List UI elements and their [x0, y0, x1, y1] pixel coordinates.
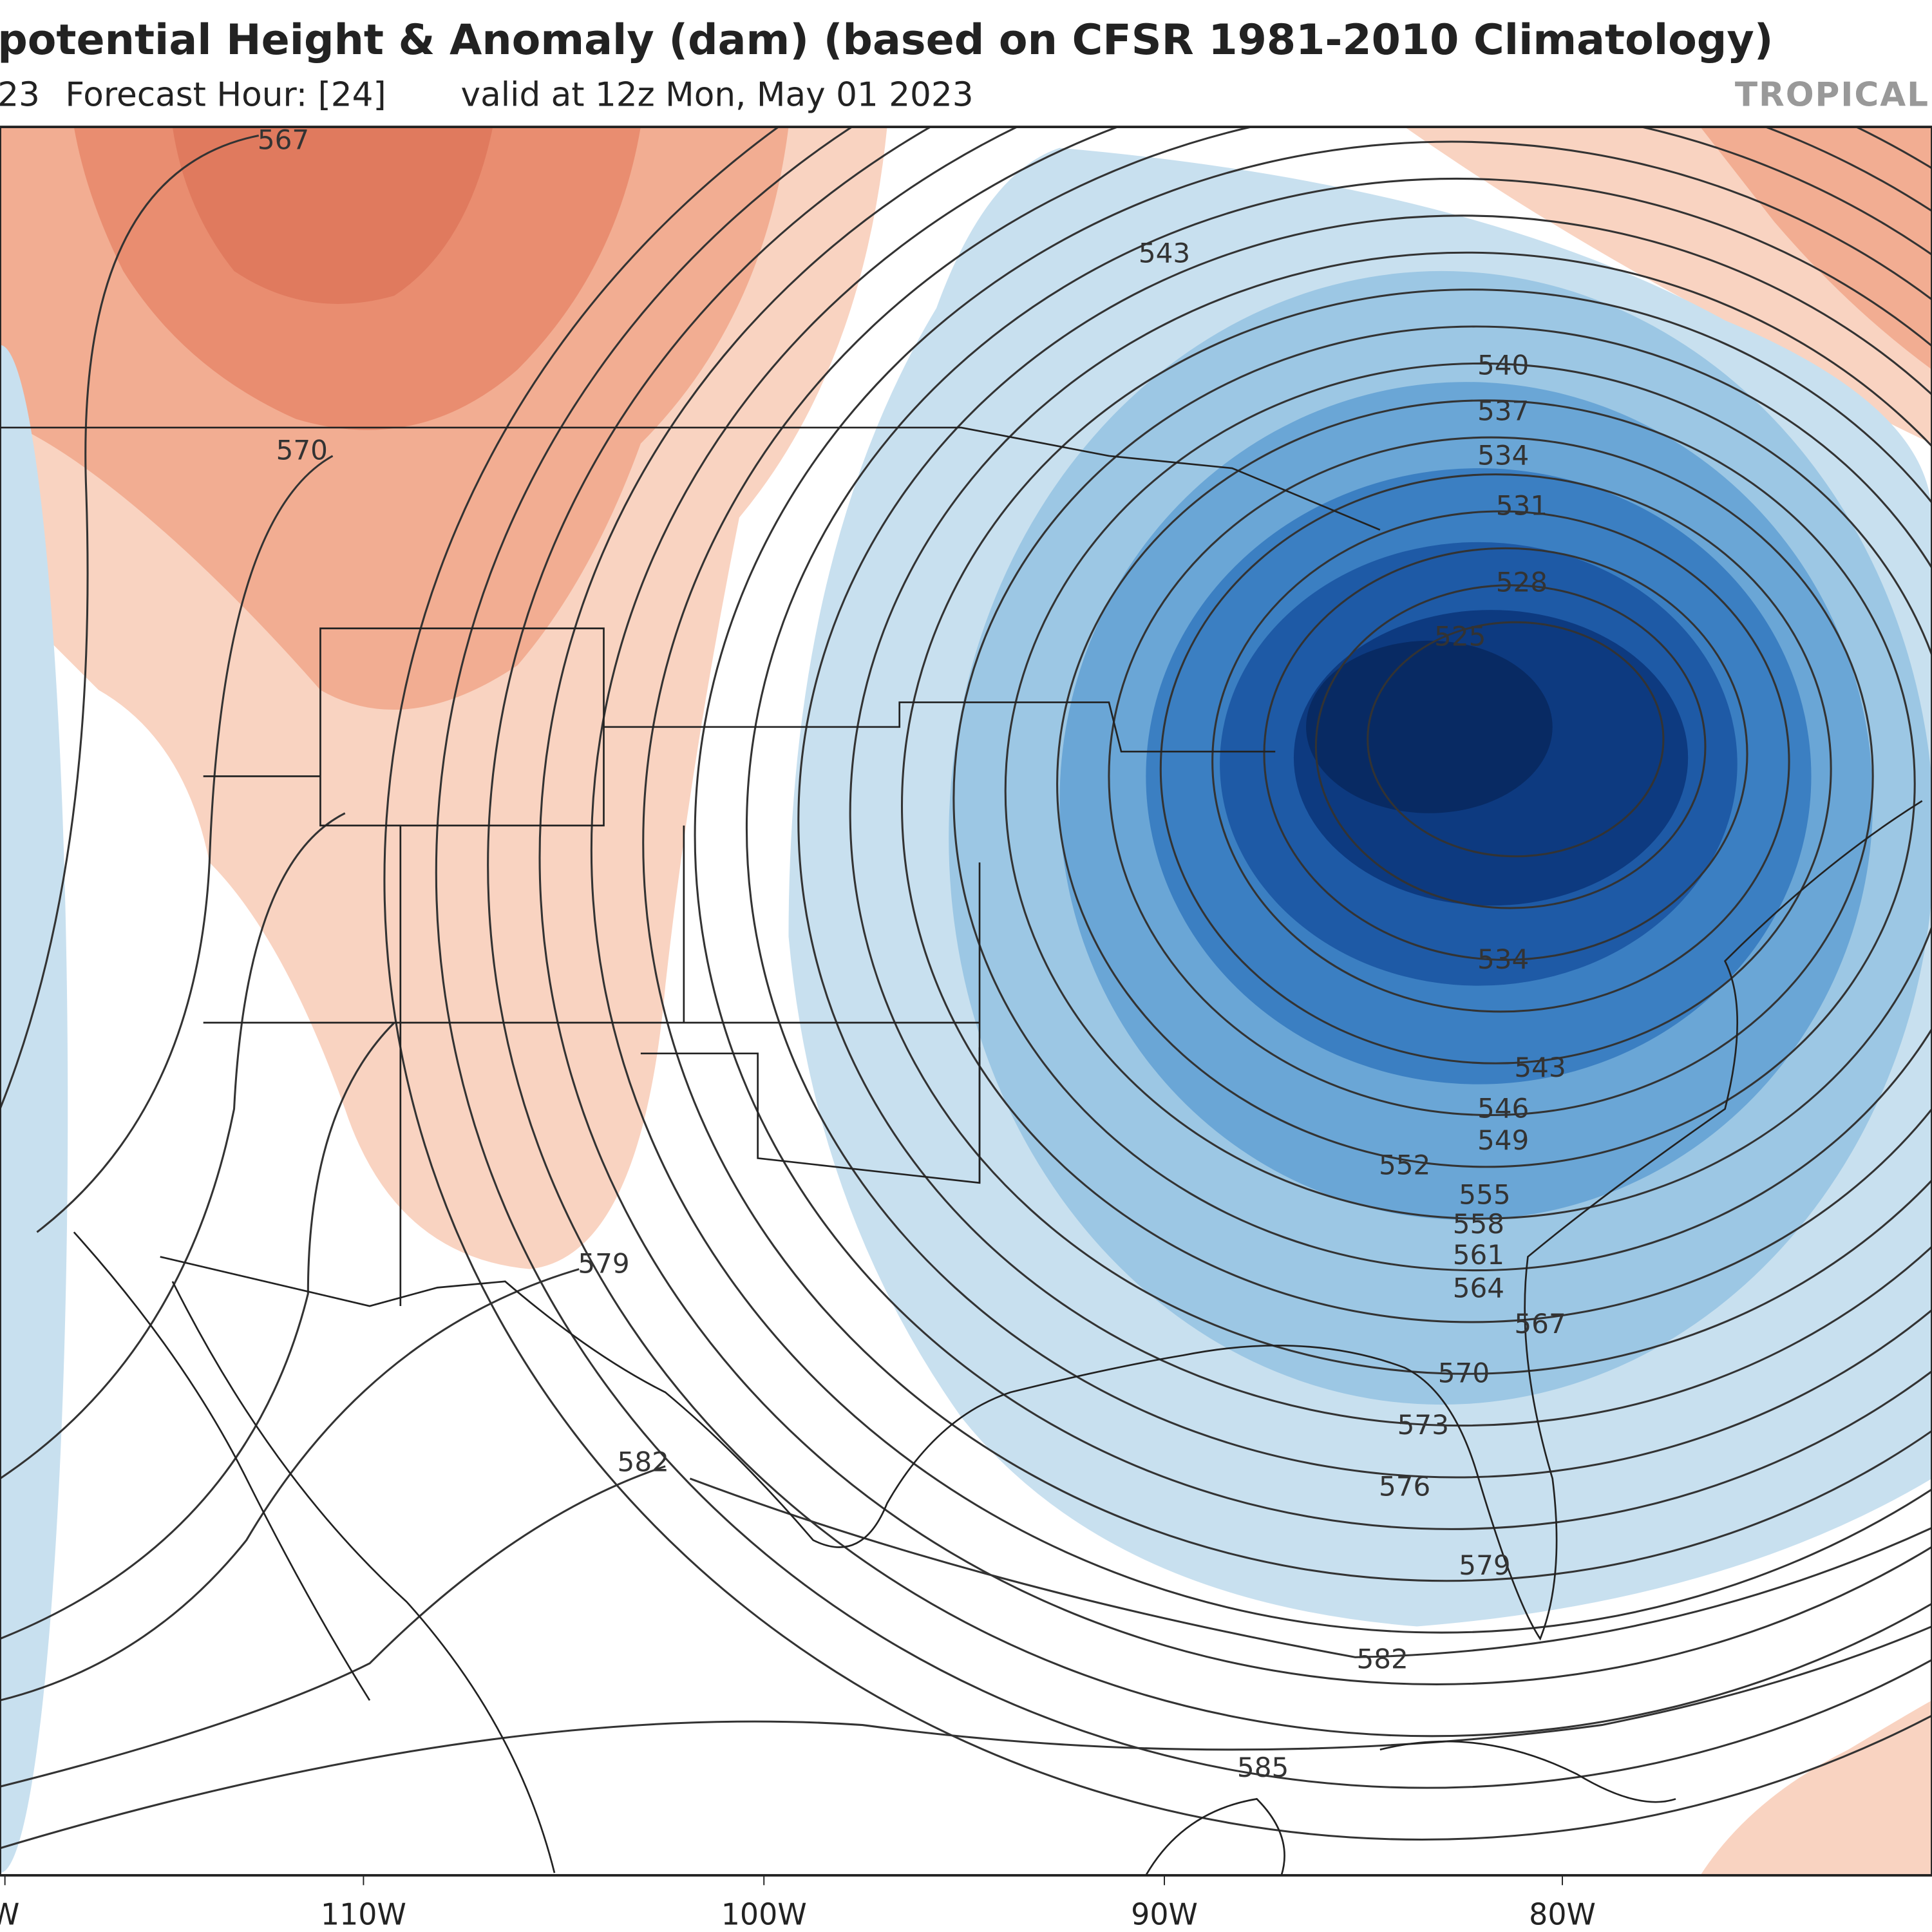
title: potential Height & Anomaly (dam) (based … [0, 16, 1774, 64]
contour-label: 582 [618, 1446, 669, 1477]
contour-label: 540 [1477, 350, 1529, 381]
contour-line [1314, 584, 1707, 909]
contour-label: 534 [1477, 439, 1529, 471]
contour-line [746, 178, 1932, 1479]
negative-anomaly [0, 147, 1932, 1873]
forecast-hour: Forecast Hour: [24] [65, 76, 386, 115]
contour-label: 564 [1453, 1273, 1504, 1304]
longitude-label: 100W [721, 1897, 807, 1932]
contour-label: 570 [276, 435, 328, 466]
contour-line [642, 127, 1932, 1582]
init-time: 23 [0, 76, 40, 115]
height-contours [0, 127, 1932, 1850]
contour-label: 534 [1477, 943, 1529, 975]
contour-label: 585 [1237, 1752, 1289, 1783]
contour-label: 558 [1453, 1208, 1504, 1240]
contour-label: 531 [1496, 490, 1548, 522]
longitude-label: 90W [1131, 1897, 1198, 1932]
longitude-label: 80W [1529, 1897, 1596, 1932]
contour-line [435, 127, 1932, 1789]
contour-line [0, 1021, 395, 1640]
contour-label: 567 [1514, 1308, 1566, 1340]
contour-line [1159, 473, 1832, 1065]
contour-label: 552 [1379, 1149, 1430, 1180]
contour-label: 573 [1397, 1409, 1449, 1441]
contour-label: 549 [1477, 1124, 1529, 1156]
contour-line [901, 289, 1932, 1323]
contour-line [36, 455, 334, 1233]
longitude-labels: W 110W 100W 90W 80W [0, 1875, 1596, 1932]
contour-label: 555 [1459, 1179, 1510, 1210]
contour-line [849, 251, 1932, 1375]
contour-line [0, 134, 260, 1110]
contour-label: 582 [1357, 1643, 1408, 1675]
political-borders [0, 426, 1923, 1875]
contour-label: 561 [1453, 1239, 1504, 1271]
contour-line [0, 812, 346, 1480]
contour-line [0, 1268, 580, 1701]
contour-line [1004, 363, 1932, 1220]
contour-line [694, 140, 1932, 1530]
contour-line [591, 127, 1932, 1634]
contour-label: 537 [1477, 395, 1529, 426]
contour-line [689, 1477, 1932, 1658]
contour-line [1263, 547, 1748, 961]
contour-line [1108, 436, 1874, 1117]
contour-label: 579 [1459, 1549, 1510, 1581]
contour-label: 525 [1434, 621, 1486, 652]
contour-line [487, 127, 1932, 1737]
longitude-label: W [0, 1897, 19, 1932]
contour-label: 567 [258, 124, 309, 156]
contour-label: 576 [1379, 1471, 1430, 1502]
contour-line [0, 1625, 1932, 1850]
contour-line [797, 214, 1932, 1426]
contour-line [1211, 510, 1790, 1013]
contour-line [952, 325, 1932, 1271]
map-frame [0, 126, 1932, 1877]
contour-label: 543 [1514, 1052, 1566, 1083]
longitude-label: 110W [321, 1897, 406, 1932]
contour-line [0, 1465, 666, 1788]
brand: TROPICAL [1735, 76, 1929, 115]
contour-label: 570 [1438, 1358, 1490, 1389]
contour-label: 546 [1477, 1092, 1529, 1124]
contour-line [538, 127, 1932, 1685]
contour-line [1367, 621, 1665, 858]
valid-time: valid at 12z Mon, May 01 2023 [461, 76, 974, 115]
contour-line [383, 127, 1932, 1841]
positive-anomaly [0, 127, 1932, 1875]
contour-label: 543 [1139, 238, 1190, 269]
contour-label: 528 [1496, 566, 1548, 598]
contour-line [1056, 399, 1916, 1168]
contour-label: 579 [578, 1247, 629, 1279]
